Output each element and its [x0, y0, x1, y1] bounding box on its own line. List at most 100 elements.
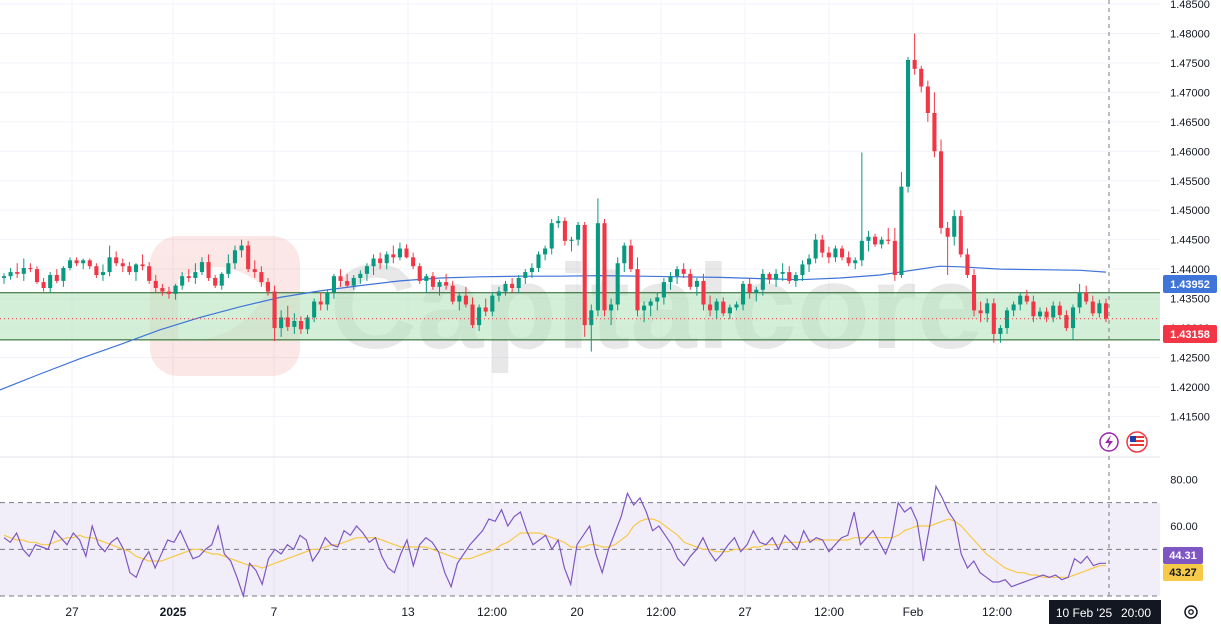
candle: [325, 289, 330, 311]
candle: [892, 227, 897, 281]
candle: [833, 245, 838, 263]
candle: [688, 269, 693, 290]
candle: [213, 275, 218, 288]
candle: [998, 325, 1003, 343]
candle: [615, 257, 620, 311]
candle: [417, 263, 422, 284]
candle: [1077, 283, 1082, 314]
candle: [609, 298, 614, 326]
candle: [549, 219, 554, 255]
candle: [285, 305, 290, 331]
time-axis[interactable]: 27 2025 7 13 12:00 20 12:00 27 12:00 Feb 12:00: [65, 605, 1012, 619]
candle: [971, 269, 977, 317]
flash-icon[interactable]: [1099, 432, 1119, 452]
candle: [595, 198, 600, 317]
candle: [1057, 301, 1062, 320]
candle: [813, 233, 818, 264]
rsi-value-label: 44.31: [1163, 547, 1203, 564]
candle: [622, 242, 627, 273]
candle: [899, 171, 904, 278]
time-tick-label: 12:00: [477, 605, 507, 619]
candle: [853, 257, 858, 270]
candle: [496, 286, 501, 302]
us-flag-icon[interactable]: [1126, 431, 1148, 453]
candle: [952, 210, 957, 246]
candles: [1, 33, 1109, 352]
rsi-tick-label: 80.00: [1170, 474, 1198, 486]
candle: [166, 286, 172, 299]
price-axis[interactable]: 1.48500 1.48000 1.47500 1.47000 1.46500 1.460…: [1170, 0, 1210, 423]
support-zone-borders: [0, 292, 1160, 341]
candle: [54, 269, 59, 284]
candle: [81, 258, 86, 270]
candle: [1064, 310, 1069, 331]
price-tick-label: 1.44500: [1170, 235, 1210, 247]
candle: [74, 257, 79, 267]
candle: [345, 273, 350, 288]
candle: [133, 263, 139, 281]
candle: [635, 257, 640, 317]
candle: [180, 272, 185, 290]
candle: [186, 269, 191, 283]
candle: [15, 263, 20, 278]
time-tick-label: 12:00: [646, 605, 676, 619]
candle: [199, 257, 205, 276]
candle: [589, 304, 594, 352]
settings-icon[interactable]: [1184, 605, 1198, 619]
price-tick-label: 1.45000: [1170, 205, 1210, 217]
candle: [114, 251, 119, 267]
candle: [219, 272, 224, 290]
candle: [932, 92, 937, 158]
candle: [543, 245, 548, 261]
candle: [470, 297, 475, 329]
time-tick-label: 7: [271, 605, 278, 619]
candle: [351, 275, 356, 290]
price-tick-label: 1.42000: [1170, 382, 1210, 394]
candle: [444, 273, 449, 290]
candle: [147, 262, 152, 284]
time-tick-label: 12:00: [982, 605, 1012, 619]
candle: [529, 263, 534, 278]
candle: [378, 252, 383, 270]
candle: [675, 266, 680, 284]
candle: [701, 273, 706, 311]
time-tick-label: Feb: [903, 605, 924, 619]
candle: [1070, 304, 1076, 340]
candle: [1044, 307, 1049, 323]
candle: [1011, 301, 1016, 317]
rsi-axis[interactable]: 80.00 60.00: [1170, 474, 1198, 533]
candle: [965, 248, 970, 278]
candle: [265, 277, 270, 296]
candle: [569, 236, 574, 252]
candle: [292, 313, 297, 334]
candle: [364, 263, 369, 281]
candle: [430, 272, 435, 290]
time-tick-label: 2025: [160, 605, 187, 619]
candle: [787, 266, 792, 284]
candle: [708, 295, 713, 317]
rsi-pane: [0, 484, 1160, 599]
candle: [28, 263, 33, 273]
candle: [94, 263, 99, 278]
candle: [807, 254, 812, 273]
candle: [87, 258, 92, 270]
candle: [312, 298, 317, 323]
time-tick-label: 12:00: [814, 605, 844, 619]
candle: [582, 222, 587, 337]
candle: [397, 242, 402, 261]
candle: [391, 245, 396, 264]
price-tick-label: 1.44000: [1170, 264, 1210, 276]
rsi-ma-line: [3, 518, 1106, 578]
candle: [503, 280, 508, 296]
candle: [450, 280, 455, 305]
candle: [905, 57, 911, 193]
svg-text:43.27: 43.27: [1169, 567, 1197, 579]
candle: [991, 298, 996, 343]
time-tick-label: 27: [65, 605, 79, 619]
candle: [754, 286, 759, 302]
candle: [800, 260, 805, 281]
candle: [477, 304, 482, 331]
candle: [516, 275, 521, 293]
candle: [457, 292, 462, 311]
